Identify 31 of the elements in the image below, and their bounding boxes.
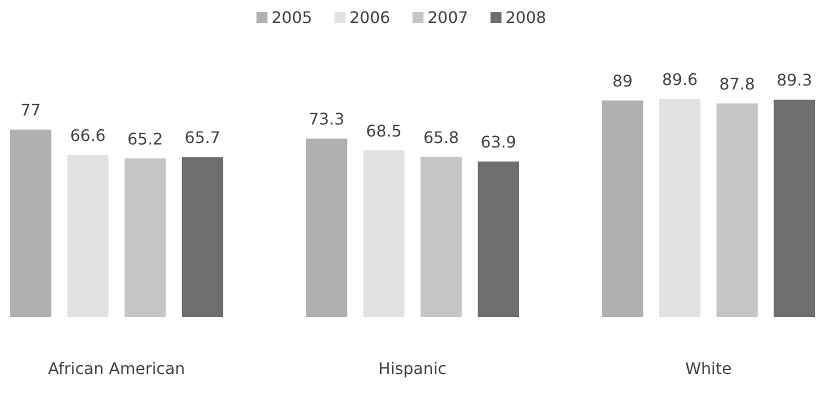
bar <box>363 150 404 317</box>
x-tick-label: African American <box>48 359 186 378</box>
legend-label: 2005 <box>272 8 312 27</box>
bar <box>716 103 758 317</box>
bar <box>67 154 109 317</box>
data-label: 66.6 <box>70 126 106 145</box>
bar <box>306 138 348 317</box>
x-tick-label: Hispanic <box>378 359 447 378</box>
data-label: 65.8 <box>423 128 459 147</box>
bar <box>602 100 644 317</box>
bar <box>182 157 224 317</box>
bar <box>659 99 700 317</box>
bar <box>774 100 815 317</box>
data-label: 89 <box>612 71 633 90</box>
data-label: 73.3 <box>308 110 344 129</box>
legend-label: 2006 <box>350 8 390 27</box>
data-label: 89.6 <box>662 70 698 89</box>
data-label: 89.3 <box>776 70 812 90</box>
data-label: 68.5 <box>366 121 402 140</box>
bar <box>420 156 462 317</box>
legend-label: 2008 <box>506 8 546 27</box>
data-label: 63.9 <box>480 132 516 152</box>
bar <box>124 158 166 317</box>
data-label: 65.7 <box>184 128 220 148</box>
x-tick-label: White <box>685 359 732 378</box>
bar <box>478 162 520 317</box>
data-label: 77 <box>20 100 41 120</box>
legend-label: 2007 <box>428 8 468 27</box>
bar <box>10 130 52 317</box>
data-label: 87.8 <box>719 74 755 94</box>
data-label: 65.2 <box>127 129 163 148</box>
